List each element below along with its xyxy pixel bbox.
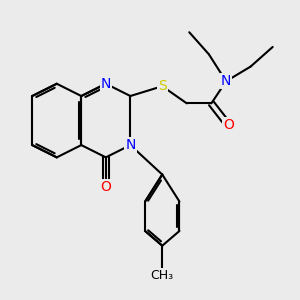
Text: N: N [221, 74, 231, 88]
Text: O: O [100, 180, 111, 194]
Text: N: N [100, 77, 111, 91]
Text: S: S [158, 79, 167, 93]
Text: CH₃: CH₃ [151, 268, 174, 282]
Text: O: O [223, 118, 234, 133]
Text: N: N [125, 138, 136, 152]
